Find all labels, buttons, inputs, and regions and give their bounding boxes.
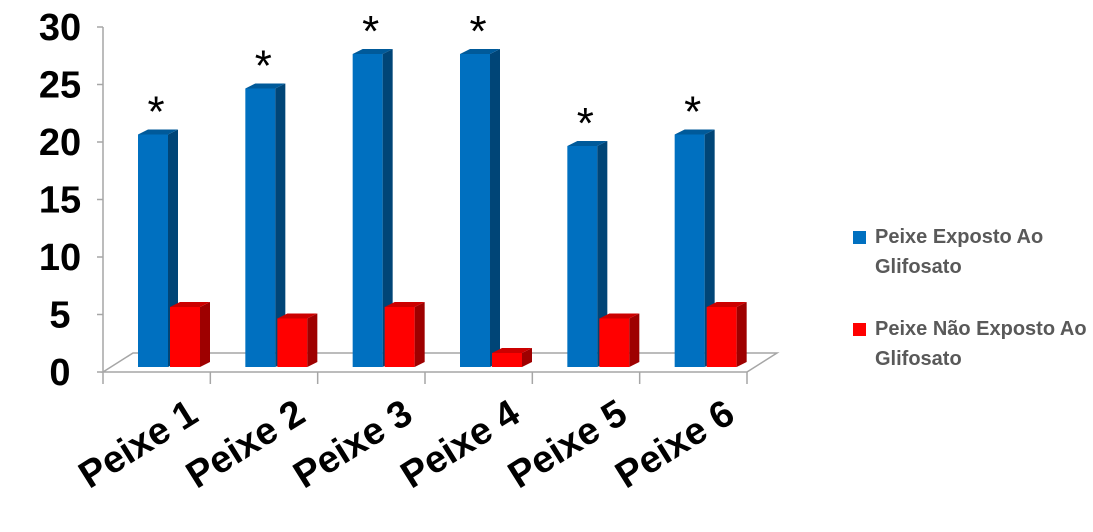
bar-exposed-front [352,54,383,367]
bar-not-exposed-side [307,313,318,367]
bar-not-exposed-side [200,302,210,367]
bar-not-exposed [384,302,425,367]
bar-not-exposed-top [384,302,425,307]
bar-exposed-top [138,129,178,135]
legend-item-not-exposed: Peixe Não Exposto Ao Glifosato [853,314,1088,374]
bar-exposed [138,129,178,367]
bar-exposed-front [460,54,490,367]
bar-not-exposed-front [277,318,308,367]
bar-exposed-front [245,88,276,367]
y-tick-label: 30 [39,7,81,49]
annotations: * * * * * * [147,7,701,148]
bar-exposed [460,49,500,367]
y-tick-label: 15 [39,180,81,222]
bar-not-exposed-top [706,302,747,307]
bar-exposed-top [460,49,500,54]
bar-exposed-side [597,141,608,367]
bar-not-exposed-side [736,302,747,367]
bar-not-exposed-top [170,302,210,307]
legend-label-not-exposed: Peixe Não Exposto Ao Glifosato [875,318,1087,370]
bar-not-exposed-top [277,313,318,319]
bar-not-exposed-side [522,348,532,367]
significance-asterisk: * [577,99,594,148]
bar-not-exposed [706,302,747,367]
y-tick-label: 5 [49,295,70,337]
bar-exposed-side [382,49,393,367]
bar-not-exposed [492,348,532,367]
bar-not-exposed-top [599,313,640,319]
bar-exposed-top [567,141,608,146]
bar-exposed-front [138,134,168,367]
bar-not-exposed-front [599,318,630,367]
bar-not-exposed [277,313,318,367]
bar-not-exposed-side [414,302,425,367]
x-tick-label: Peixe 5 [501,392,634,497]
legend: Peixe Exposto Ao Glifosato Peixe Não Exp… [853,222,1088,406]
bar-not-exposed [170,302,210,367]
bar-exposed [245,83,286,367]
bar-exposed-top [245,83,286,89]
y-tick-label: 20 [39,122,81,164]
significance-asterisk: * [362,7,379,56]
x-tick-label: Peixe 1 [72,392,205,497]
legend-item-exposed: Peixe Exposto Ao Glifosato [853,222,1088,282]
bar-not-exposed-front [170,307,200,367]
legend-swatch-exposed [853,231,866,244]
bar-exposed-top [352,49,393,54]
x-tick-label: Peixe 6 [608,392,741,497]
bars [138,49,747,367]
significance-asterisk: * [469,7,486,56]
x-tick-label: Peixe 4 [394,392,527,497]
bar-exposed-top [674,129,715,135]
bar-not-exposed-top [492,348,532,353]
y-tick-label: 10 [39,237,81,279]
significance-asterisk: * [684,88,701,137]
bar-exposed [567,141,608,367]
bar-exposed-front [567,146,598,367]
bar-exposed-front [674,134,705,367]
significance-asterisk: * [147,88,164,137]
significance-asterisk: * [255,42,272,91]
bar-exposed [352,49,393,367]
bar-not-exposed-front [492,353,522,367]
bar-exposed-side [490,49,500,367]
y-tick-label: 0 [49,352,70,394]
y-tick-label: 25 [39,65,81,107]
bar-not-exposed [599,313,640,367]
legend-swatch-not-exposed [853,323,866,336]
x-tick-label: Peixe 2 [179,392,312,497]
bar-not-exposed-side [629,313,640,367]
y-axis: 0 5 10 15 20 25 30 [39,7,104,394]
bar-exposed-side [275,83,286,367]
bar-not-exposed-front [706,307,737,367]
x-tick-label: Peixe 3 [286,392,419,497]
bar-not-exposed-front [384,307,415,367]
legend-label-exposed: Peixe Exposto Ao Glifosato [875,226,1044,278]
